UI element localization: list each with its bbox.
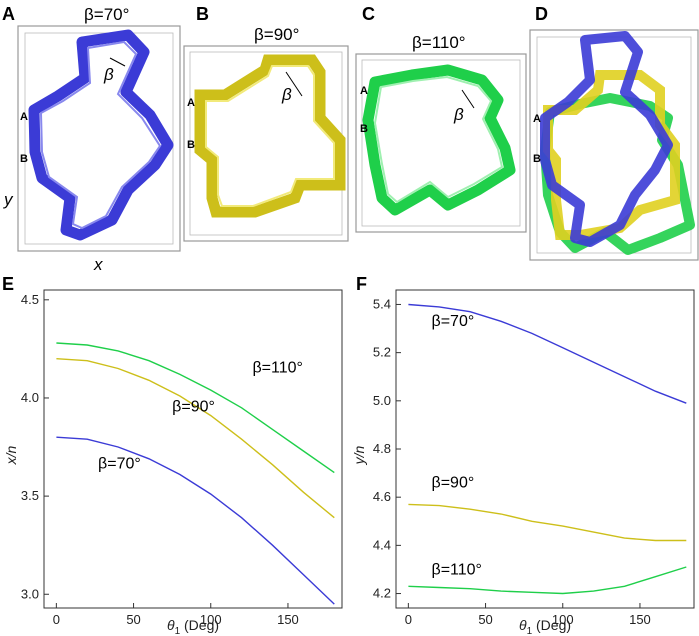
panel-b-angle-arrow [285,71,303,97]
panel-f-xlabel-sub: 1 [527,626,533,636]
panel-f-xtick-label: 0 [405,612,412,627]
panel-b-ring [194,54,346,218]
panel-b-marker-a: A [187,97,195,109]
panel-f-xlabel-theta: θ [519,617,527,633]
panel-e-xtick-label: 0 [53,612,60,627]
panel-a-axis-y: y [3,190,14,209]
panel-e-series-line [56,358,335,519]
panel-a-angle-label: β [103,65,114,84]
panel-e-xtick-label: 50 [126,612,140,627]
panel-f-series-line [408,303,687,404]
panel-e-series [56,342,335,605]
panel-e-ticks: 0 50 100 150 3.0 3.5 4.0 4.5 [21,292,299,627]
panel-f-xtick-label: 100 [552,612,574,627]
panel-f-ytick-label: 5.0 [373,393,391,408]
panel-b: B β=90° β A B [183,4,349,242]
panel-f-xtick-label: 50 [478,612,492,627]
panel-c-ring [362,64,516,216]
panel-e-series-line [56,342,335,474]
panel-a-axis-x: x [93,255,103,274]
panel-e-series-label: β=70° [98,456,141,473]
panel-c-inner-box [361,59,521,227]
panel-f-xlabel-unit: (Deg) [532,617,571,633]
panel-b-title: β=90° [254,25,299,44]
panel-e-ytick-label: 4.5 [21,292,39,307]
panel-e-xtick-label: 150 [277,612,299,627]
panel-a-angle-arrow [109,57,126,67]
panel-f-series-label: β=70° [432,313,475,330]
panel-a-ring-highlight [39,40,162,230]
panel-a-marker-a: A [20,111,28,123]
panel-d-marker-b: B [533,153,541,165]
panel-letter-c: C [362,4,375,24]
panel-f-ytick-label: 4.4 [373,537,391,552]
panel-d-marker-a: A [533,113,541,125]
panel-e-series-line [56,436,335,605]
panel-c: C β=110° β A B [355,4,527,233]
panel-e-ytick-label: 3.5 [21,488,39,503]
panel-f-ytick-label: 4.8 [373,441,391,456]
panel-b-ring-highlight [205,65,335,207]
panel-letter-f: F [356,274,367,294]
panel-d-blue-ring [540,31,673,247]
panel-b-box [183,45,349,242]
panel-f-series-label: β=110° [432,561,482,578]
panel-a-inner-box [24,32,174,245]
panel-c-box [355,53,527,233]
panel-f-ylabel: y/n [351,445,367,465]
panel-f-series-line [408,503,687,542]
panel-e-ylabel: x/n [3,445,19,465]
panel-c-marker-a: A [360,85,368,97]
panel-f-series-line [408,566,687,595]
panel-a: A β=70° β A B y x [2,4,181,274]
panel-e-series-labels: β=110° β=90° β=70° [98,359,303,472]
panel-e-xlabel-unit: (Deg) [180,617,219,633]
panel-d: D A B [529,4,699,261]
panel-f-ytick-label: 4.6 [373,489,391,504]
panel-f-ticks: 0 50 100 150 4.2 4.4 4.6 4.8 5.0 5.2 5.4 [373,296,651,627]
panel-e-frame [43,289,343,609]
panel-d-box [529,29,699,261]
panel-e-series-label: β=90° [172,399,215,416]
panel-e-chart: E 0 50 100 150 3.0 3.5 4.0 4.5 β=110° β=90° β=70°… [2,274,343,636]
panel-e-xlabel-sub: 1 [175,626,181,636]
panel-f-xlabel: θ1 (Deg) [519,617,571,636]
panel-e-xlabel: θ1 (Deg) [167,617,219,636]
panel-f-ytick-label: 5.2 [373,345,391,360]
panel-e-xtick-label: 100 [200,612,222,627]
panel-f-series [408,303,687,595]
panel-c-angle-label: β [453,105,464,124]
panel-letter-b: B [196,4,209,24]
panel-e-series-label: β=110° [252,359,302,376]
panel-a-ring [28,29,174,241]
panel-letter-d: D [535,4,548,24]
panel-f-xtick-label: 150 [629,612,651,627]
panel-letter-a: A [2,4,15,24]
panel-b-angle-label: β [281,85,292,104]
panel-e-ytick-label: 4.0 [21,390,39,405]
panel-e-xlabel-theta: θ [167,617,175,633]
panel-b-marker-b: B [187,139,195,151]
panel-c-ring-highlight [373,75,504,204]
panel-f-series-label: β=90° [432,475,475,492]
panel-a-box [17,25,181,252]
panel-c-angle-arrow [461,89,475,109]
panel-a-marker-b: B [20,153,28,165]
panel-c-marker-b: B [360,123,368,135]
panel-f-ytick-label: 4.2 [373,586,391,601]
panel-c-title: β=110° [412,33,466,52]
panel-letter-e: E [2,274,14,294]
panel-e-ytick-label: 3.0 [21,586,39,601]
panel-a-title: β=70° [84,5,129,24]
panel-f-series-labels: β=70° β=90° β=110° [432,313,482,578]
panel-f-ytick-label: 5.4 [373,296,391,311]
